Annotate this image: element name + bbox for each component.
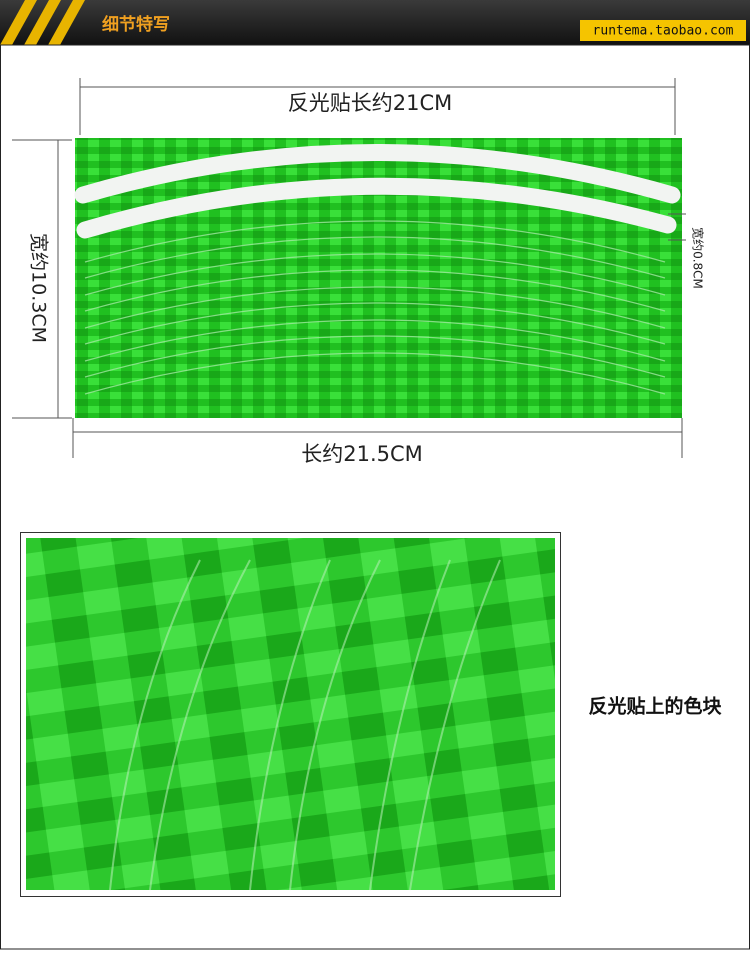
white-strip — [74, 144, 681, 204]
header-title: 细节特写 — [102, 14, 170, 35]
height-label: 宽约10.3CM — [28, 233, 50, 343]
photo-strip-edges — [109, 559, 501, 891]
header-stripes — [0, 0, 85, 45]
top-length-label: 反光贴长约21CM — [288, 91, 453, 115]
strip-width-label: 宽约0.8CM — [691, 227, 706, 289]
strip-outlines — [84, 220, 666, 395]
detail-caption: 反光贴上的色块 — [588, 695, 722, 718]
url-badge — [580, 20, 746, 41]
detail-photo — [26, 538, 555, 890]
bottom-length-label: 长约21.5CM — [301, 442, 423, 466]
white-strip — [76, 177, 677, 239]
shop-url: runtema.taobao.com — [593, 24, 734, 39]
